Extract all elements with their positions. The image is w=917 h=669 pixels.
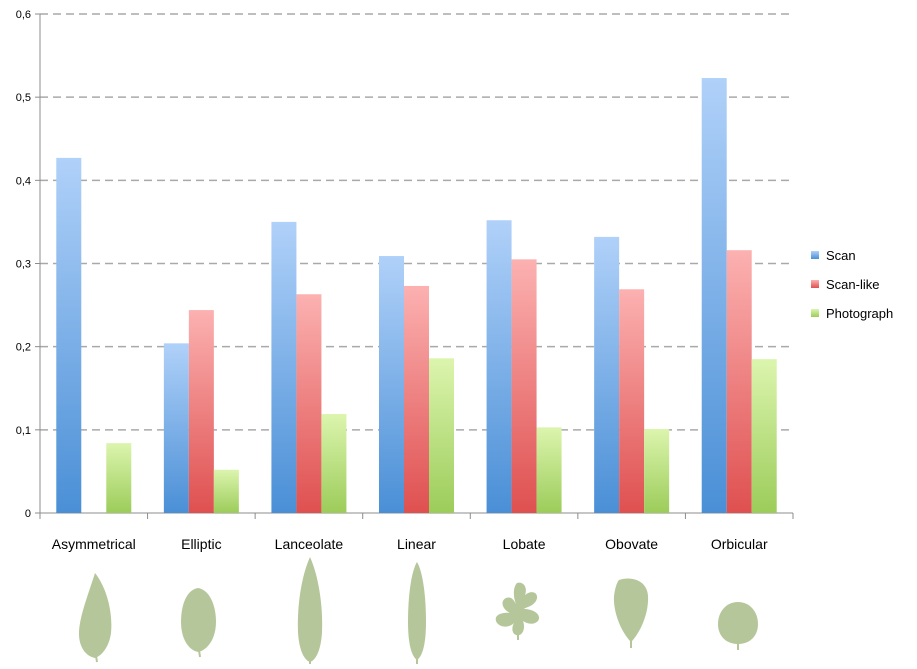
lanceolate-leaf-icon-blade bbox=[297, 557, 323, 662]
y-tick-label: 0,5 bbox=[16, 92, 31, 104]
bar-scan-like-linear bbox=[404, 285, 429, 513]
lanceolate-leaf-icon bbox=[297, 557, 323, 664]
y-tick-label: 0,3 bbox=[16, 259, 31, 271]
y-tick-label: 0 bbox=[25, 508, 31, 520]
legend-label: Scan-like bbox=[826, 277, 879, 292]
bar-scan-elliptic bbox=[163, 343, 189, 513]
elliptic-leaf-icon bbox=[181, 588, 216, 658]
label-layer: 0 0,1 0,2 0,3 0,4 0,5 0,6 Asymmetrical Elliptic L… bbox=[16, 9, 768, 552]
bar-scan-like-lanceolate bbox=[296, 294, 322, 513]
x-tick-label: Lanceolate bbox=[275, 536, 344, 552]
legend: Scan Scan-like Photograph bbox=[811, 248, 893, 321]
linear-leaf-icon-blade bbox=[408, 562, 426, 660]
legend-swatch bbox=[811, 309, 819, 317]
bar-photograph-obovate bbox=[644, 429, 670, 513]
bar-scan-linear bbox=[379, 256, 404, 513]
legend-label: Photograph bbox=[826, 306, 893, 321]
x-tick-label: Obovate bbox=[605, 536, 658, 552]
leaf-icons bbox=[79, 557, 758, 664]
lobate-leaf-icon-blade bbox=[495, 582, 540, 636]
bar-photograph-lanceolate bbox=[321, 414, 347, 513]
orbicular-leaf-icon-blade bbox=[718, 602, 758, 644]
bar-scan-orbicular bbox=[701, 78, 727, 513]
bar-photograph-asymmetrical bbox=[106, 443, 132, 513]
y-tick-label: 0,6 bbox=[16, 9, 31, 21]
bar-scan-like-orbicular bbox=[726, 250, 752, 513]
y-tick-label: 0,4 bbox=[16, 175, 31, 187]
obovate-leaf-icon bbox=[613, 578, 649, 648]
bar-photograph-elliptic bbox=[213, 469, 239, 513]
legend-swatch bbox=[811, 280, 819, 288]
x-tick-label: Orbicular bbox=[711, 536, 768, 552]
bar-scan-obovate bbox=[594, 236, 620, 514]
bar-scan-lanceolate bbox=[271, 221, 297, 513]
bar-scan-like-obovate bbox=[619, 289, 645, 513]
x-tick-label: Elliptic bbox=[181, 536, 221, 552]
asymmetrical-leaf-icon bbox=[79, 573, 112, 663]
bar-scan-like-elliptic bbox=[188, 310, 214, 513]
bar-scan-lobate bbox=[486, 220, 512, 513]
legend-label: Scan bbox=[826, 248, 856, 263]
bar-scan-like-lobate bbox=[511, 259, 537, 513]
bar-photograph-linear bbox=[429, 358, 454, 513]
lobate-leaf-icon bbox=[495, 582, 540, 640]
bar-layer bbox=[56, 78, 777, 514]
linear-leaf-icon bbox=[408, 562, 426, 664]
asymmetrical-leaf-icon-blade bbox=[79, 573, 112, 658]
bar-photograph-orbicular bbox=[751, 359, 777, 513]
obovate-leaf-icon-blade bbox=[613, 578, 649, 642]
elliptic-leaf-icon-blade bbox=[181, 588, 216, 652]
y-tick-label: 0,2 bbox=[16, 342, 31, 354]
x-tick-label: Asymmetrical bbox=[52, 536, 136, 552]
asymmetrical-leaf-icon-stem bbox=[95, 655, 98, 663]
legend-swatch bbox=[811, 251, 819, 259]
bar-photograph-lobate bbox=[536, 427, 562, 513]
orbicular-leaf-icon bbox=[718, 602, 758, 650]
x-tick-label: Linear bbox=[397, 536, 436, 552]
elliptic-leaf-icon-stem bbox=[198, 649, 201, 658]
bar-scan-asymmetrical bbox=[56, 157, 82, 513]
y-tick-label: 0,1 bbox=[16, 425, 31, 437]
x-tick-label: Lobate bbox=[503, 536, 546, 552]
